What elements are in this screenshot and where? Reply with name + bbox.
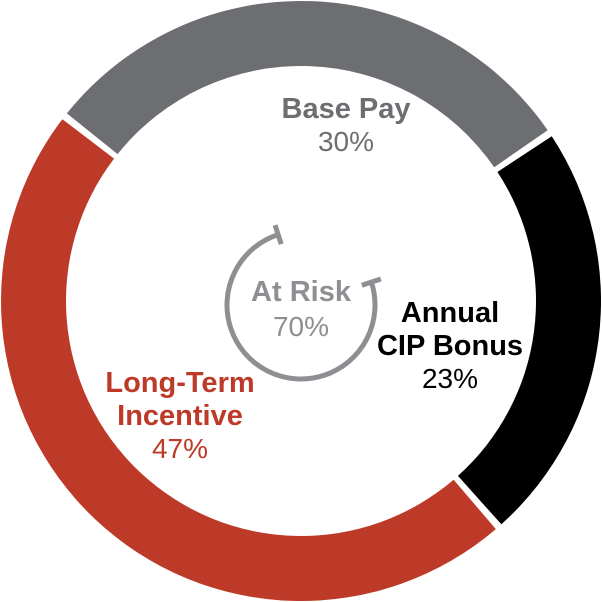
slice-value-long-term-incentive: 47% xyxy=(152,433,208,464)
slice-long-term-incentive xyxy=(1,119,496,601)
slice-label-annual-cip-bonus-line-1: Annual xyxy=(401,297,499,329)
at-risk-indicator: At Risk 70% xyxy=(224,224,382,382)
slice-label-long-term-incentive-line-2: Incentive xyxy=(117,400,243,432)
at-risk-arc-start-cap xyxy=(272,224,284,245)
slice-label-long-term-incentive-line-1: Long-Term xyxy=(105,367,254,399)
slice-value-base-pay: 30% xyxy=(318,126,374,157)
slice-label-annual-cip-bonus-line-2: CIP Bonus xyxy=(377,330,523,362)
at-risk-arc-icon xyxy=(224,232,378,382)
at-risk-value: 70% xyxy=(273,311,329,342)
slice-label-base-pay-line-1: Base Pay xyxy=(282,93,411,125)
at-risk-arc-end-cap xyxy=(361,276,382,288)
slice-value-annual-cip-bonus: 23% xyxy=(422,363,478,394)
slice-annual-cip-bonus xyxy=(457,136,601,525)
at-risk-label: At Risk xyxy=(251,276,352,308)
slice-base-pay xyxy=(66,0,548,168)
